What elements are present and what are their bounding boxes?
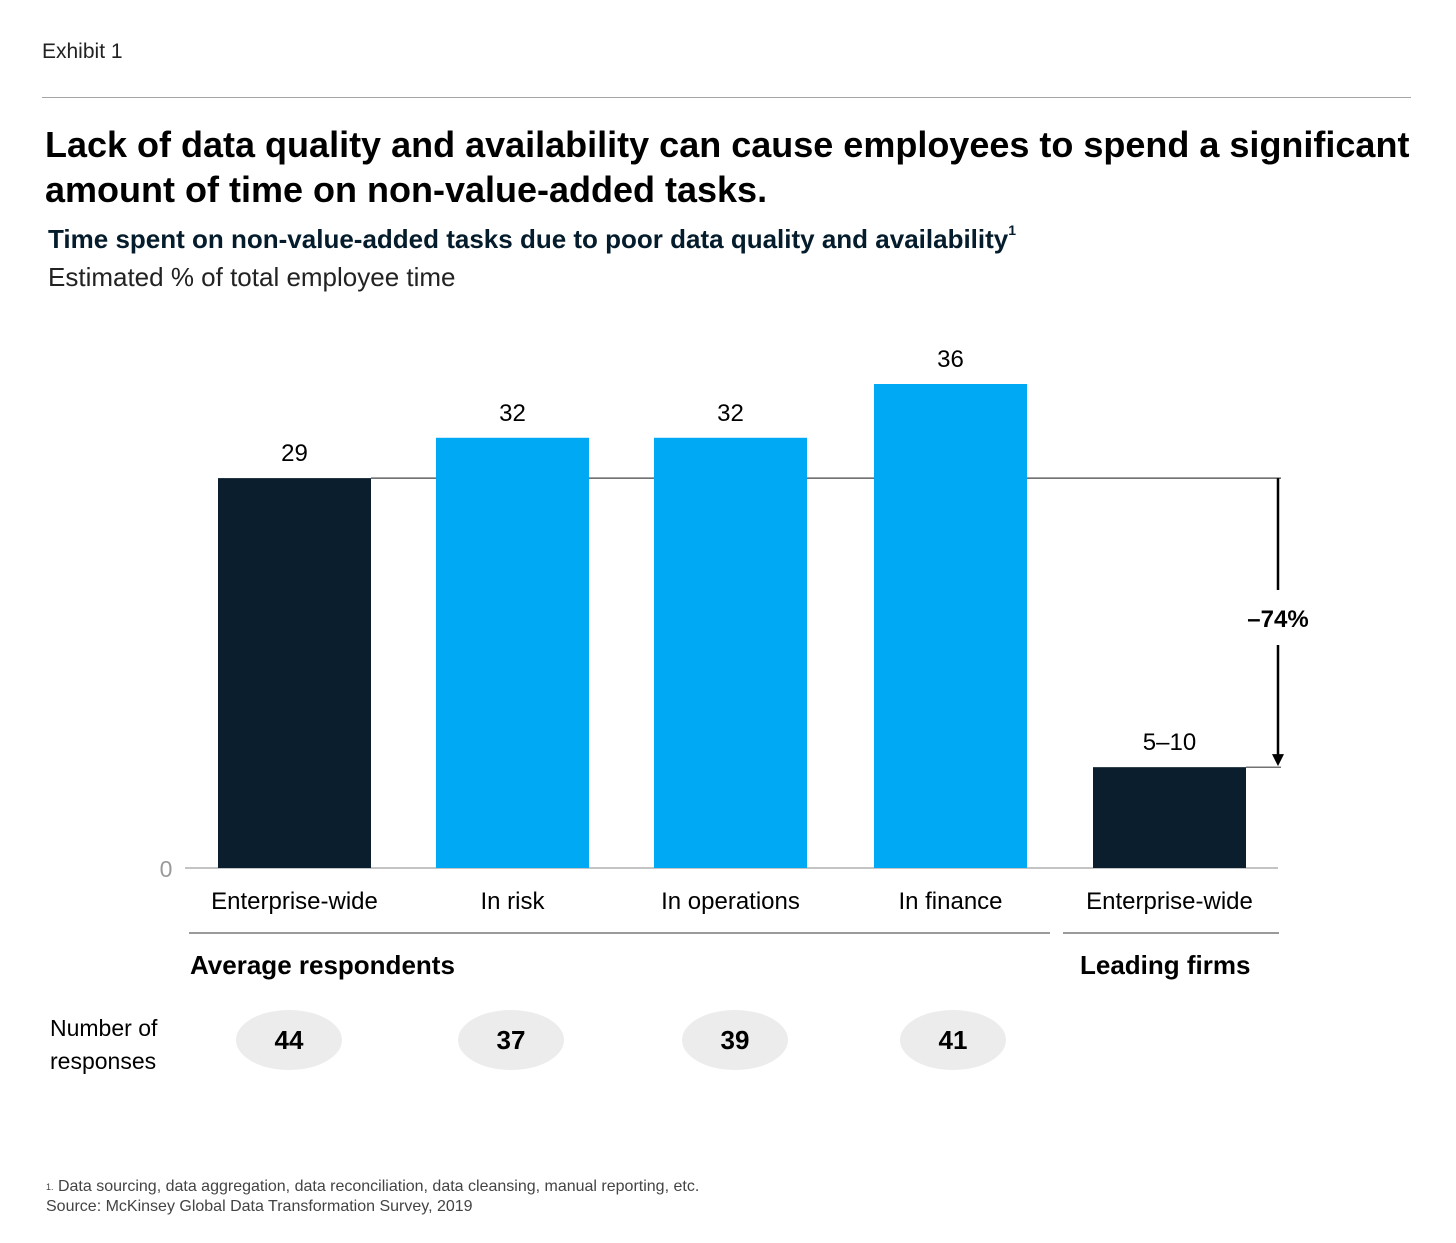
response-count-pill: 37 — [458, 1010, 564, 1070]
bar — [874, 384, 1027, 868]
category-label: Enterprise-wide — [1086, 888, 1253, 915]
bar — [654, 437, 807, 868]
footnote-text: Data sourcing, data aggregation, data re… — [57, 1178, 700, 1195]
category-label: Enterprise-wide — [211, 888, 378, 915]
response-count-pill: 39 — [682, 1010, 788, 1070]
response-count-pill: 41 — [900, 1010, 1006, 1070]
bar — [436, 437, 589, 868]
response-count-pill: 44 — [236, 1010, 342, 1070]
subtitle-footnote-marker: 1 — [1008, 222, 1017, 238]
footnote-1: 1. Data sourcing, data aggregation, data… — [46, 1177, 699, 1197]
bar-chart: 0 29 Enterprise-wide 32 In risk 32 In operatio… — [160, 346, 1309, 915]
unit-label: Estimated % of total employee time — [48, 262, 456, 292]
responses-label: Number of responses — [50, 1015, 158, 1074]
chart-title: Lack of data quality and availability ca… — [45, 124, 1410, 210]
bar-value-label: 36 — [937, 346, 964, 373]
bar — [1093, 767, 1246, 868]
group-label-average: Average respondents — [190, 950, 455, 980]
header-rule — [42, 97, 1411, 98]
arrow-head — [1272, 754, 1284, 767]
source-note: Source: McKinsey Global Data Transformat… — [46, 1198, 473, 1215]
group-line-leading — [1063, 932, 1279, 934]
change-annotation: –74% — [1247, 606, 1308, 633]
y-tick-label: 0 — [160, 856, 173, 882]
bar-value-label: 29 — [281, 440, 308, 467]
exhibit-label: Exhibit 1 — [42, 40, 123, 63]
bar-value-label: 5–10 — [1143, 729, 1196, 756]
subtitle-text: Time spent on non-value-added tasks due … — [48, 224, 1009, 254]
category-label: In finance — [898, 888, 1002, 915]
category-label: In operations — [661, 888, 800, 915]
footnotes: 1. Data sourcing, data aggregation, data… — [46, 1177, 699, 1217]
bar-value-label: 32 — [499, 400, 526, 427]
group-label-leading: Leading firms — [1080, 950, 1251, 980]
bar — [218, 478, 371, 868]
bar-value-label: 32 — [717, 400, 744, 427]
group-line-average — [189, 932, 1050, 934]
footnote-marker: 1. — [46, 1182, 54, 1192]
category-label: In risk — [480, 888, 545, 915]
chart-subtitle: Time spent on non-value-added tasks due … — [48, 222, 1017, 255]
